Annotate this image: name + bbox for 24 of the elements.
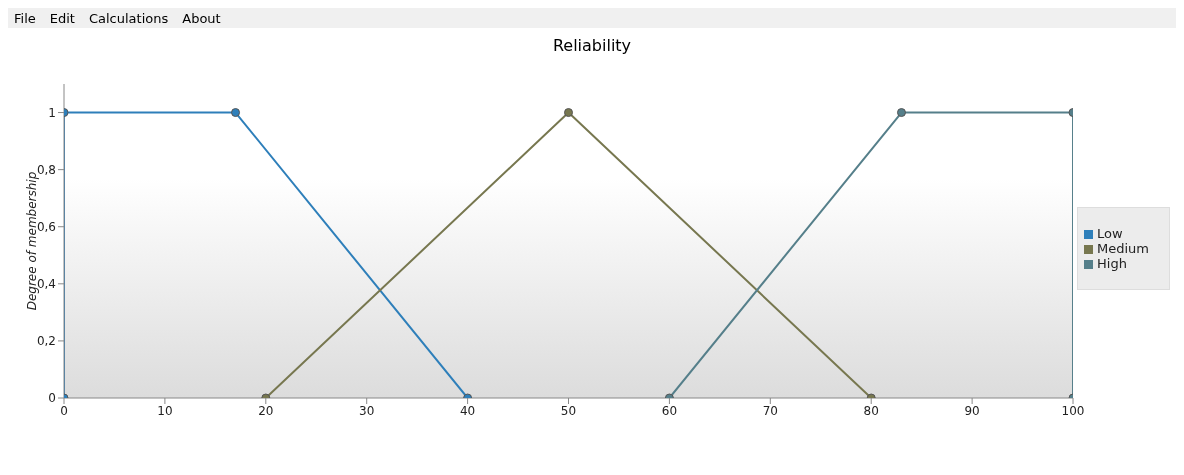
text: Calculations [88, 10, 169, 26]
y-tick-label: 0,8 [36, 162, 56, 177]
x-tick-label: 0 [60, 403, 68, 418]
x-tick-label: 40 [459, 403, 476, 418]
legend-label: High [1097, 255, 1127, 271]
x-tick-label: 100 [1061, 403, 1085, 418]
y-tick-label: 0,2 [36, 334, 56, 349]
y-tick-label: 0,6 [36, 219, 56, 234]
chart-title: Reliability [551, 36, 633, 57]
text: File [14, 10, 36, 26]
y-tick-label: 1 [48, 105, 56, 120]
x-tick-label: 20 [258, 403, 274, 418]
legend-label: Low [1097, 225, 1123, 241]
legend-label: Medium [1097, 240, 1149, 256]
x-tick-label: 50 [560, 403, 577, 418]
x-tick-label: 90 [964, 403, 980, 418]
x-tick-label: 80 [863, 403, 879, 418]
text: About [182, 10, 221, 26]
x-tick-label: 10 [157, 403, 173, 418]
y-tick-label: 0 [48, 391, 56, 406]
x-tick-label: 70 [762, 403, 778, 418]
x-tick-label: 30 [359, 403, 375, 418]
x-tick-label: 60 [661, 403, 678, 418]
text: Edit [49, 10, 75, 26]
